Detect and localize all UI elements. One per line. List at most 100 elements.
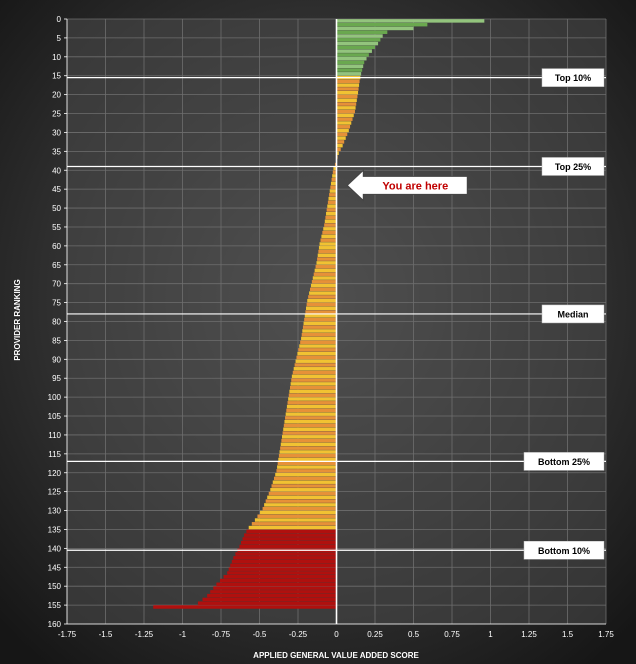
- provider-bar: [285, 416, 337, 420]
- axes: -1.75 -1.5 -1.25 -1 -0.75 -0.5 -0.25 0 0.25 0.5 0.…: [48, 15, 615, 639]
- provider-bar: [304, 314, 337, 318]
- provider-bar: [336, 79, 360, 84]
- provider-bar: [277, 461, 337, 466]
- y-tick-label: 85: [52, 336, 61, 345]
- provider-bar: [295, 359, 337, 363]
- provider-bar: [321, 234, 337, 239]
- provider-bar: [244, 533, 337, 537]
- y-tick-label: 160: [48, 620, 62, 629]
- y-tick-label: 125: [48, 488, 62, 497]
- provider-bar: [336, 106, 356, 110]
- provider-bar: [278, 453, 337, 458]
- x-tick-label: 0.75: [444, 630, 460, 639]
- provider-bar: [327, 200, 337, 205]
- provider-bar: [314, 268, 337, 273]
- provider-bar: [277, 465, 337, 469]
- provider-bar: [286, 408, 337, 413]
- highlight-marker: You are here: [346, 169, 468, 202]
- provider-bar: [318, 246, 337, 250]
- provider-bar: [264, 503, 337, 507]
- x-tick-label: 1.5: [562, 630, 574, 639]
- provider-bar: [336, 56, 367, 61]
- provider-bar: [223, 574, 337, 579]
- y-tick-label: 40: [52, 166, 61, 175]
- provider-bar: [231, 559, 337, 564]
- provider-bar: [336, 94, 358, 99]
- y-tick-label: 90: [52, 355, 61, 364]
- y-axis-title: PROVIDER RANKING: [13, 279, 22, 360]
- x-tick-label: -0.25: [289, 630, 308, 639]
- y-tick-label: 120: [48, 469, 62, 478]
- provider-bar: [336, 109, 355, 114]
- provider-bar: [336, 64, 364, 69]
- provider-bar: [327, 204, 337, 208]
- reference-label-box: [523, 541, 605, 560]
- y-tick-label: 150: [48, 582, 62, 591]
- reference-label-box: [541, 304, 605, 324]
- y-tick-label: 10: [52, 53, 61, 62]
- y-tick-label: 135: [48, 525, 62, 534]
- provider-bar: [319, 242, 337, 246]
- provider-bar: [322, 230, 337, 235]
- y-tick-label: 115: [48, 450, 61, 459]
- provider-bar: [330, 185, 337, 190]
- provider-bar: [317, 257, 337, 261]
- provider-bar: [251, 522, 337, 526]
- provider-bar: [270, 488, 337, 492]
- provider-bar: [298, 348, 337, 352]
- provider-bar: [254, 518, 337, 522]
- y-tick-label: 30: [52, 128, 61, 137]
- provider-bar: [281, 438, 337, 443]
- provider-bar: [288, 393, 337, 397]
- provider-bar: [153, 605, 337, 609]
- provider-bar: [280, 446, 337, 450]
- provider-bar: [336, 83, 360, 87]
- provider-bar: [216, 582, 337, 587]
- x-tick-label: -0.75: [212, 630, 231, 639]
- provider-bar: [311, 280, 337, 284]
- y-tick-label: 140: [48, 544, 62, 553]
- x-tick-label: 1.75: [598, 630, 614, 639]
- provider-bar: [283, 423, 337, 428]
- provider-bar: [336, 132, 348, 137]
- provider-bar: [336, 143, 343, 148]
- provider-bar: [271, 484, 337, 488]
- y-tick-label: 20: [52, 91, 61, 100]
- provider-bar: [292, 370, 337, 375]
- x-tick-label: 1: [488, 630, 493, 639]
- provider-bar: [315, 264, 337, 269]
- x-tick-label: -1: [179, 630, 187, 639]
- provider-bar: [325, 215, 337, 220]
- provider-bar: [287, 401, 337, 405]
- reference-label: Median: [557, 309, 588, 319]
- provider-bar: [293, 367, 337, 371]
- provider-bar: [275, 472, 337, 477]
- provider-bar: [278, 457, 337, 462]
- provider-bar: [336, 53, 369, 57]
- provider-bar: [286, 404, 337, 409]
- provider-bar: [332, 174, 337, 178]
- x-tick-label: 0.5: [408, 630, 420, 639]
- provider-bar: [289, 385, 337, 390]
- provider-bar: [202, 597, 337, 602]
- provider-bar: [336, 26, 414, 31]
- provider-bar: [280, 442, 337, 447]
- provider-bar: [318, 249, 337, 254]
- provider-bar: [316, 261, 337, 265]
- provider-bar: [268, 491, 337, 496]
- provider-bar: [301, 336, 337, 341]
- provider-bar: [336, 38, 381, 42]
- provider-bar: [336, 30, 388, 34]
- provider-bar: [281, 435, 337, 439]
- y-tick-label: 80: [52, 318, 61, 327]
- provider-bar: [300, 340, 337, 345]
- reference-label: Top 25%: [555, 162, 591, 172]
- provider-bar: [289, 389, 337, 394]
- bars: [153, 19, 485, 609]
- provider-bar: [336, 136, 346, 140]
- provider-bar: [230, 563, 337, 568]
- provider-bar: [324, 219, 337, 224]
- provider-bar: [235, 552, 337, 556]
- provider-bar: [213, 586, 337, 590]
